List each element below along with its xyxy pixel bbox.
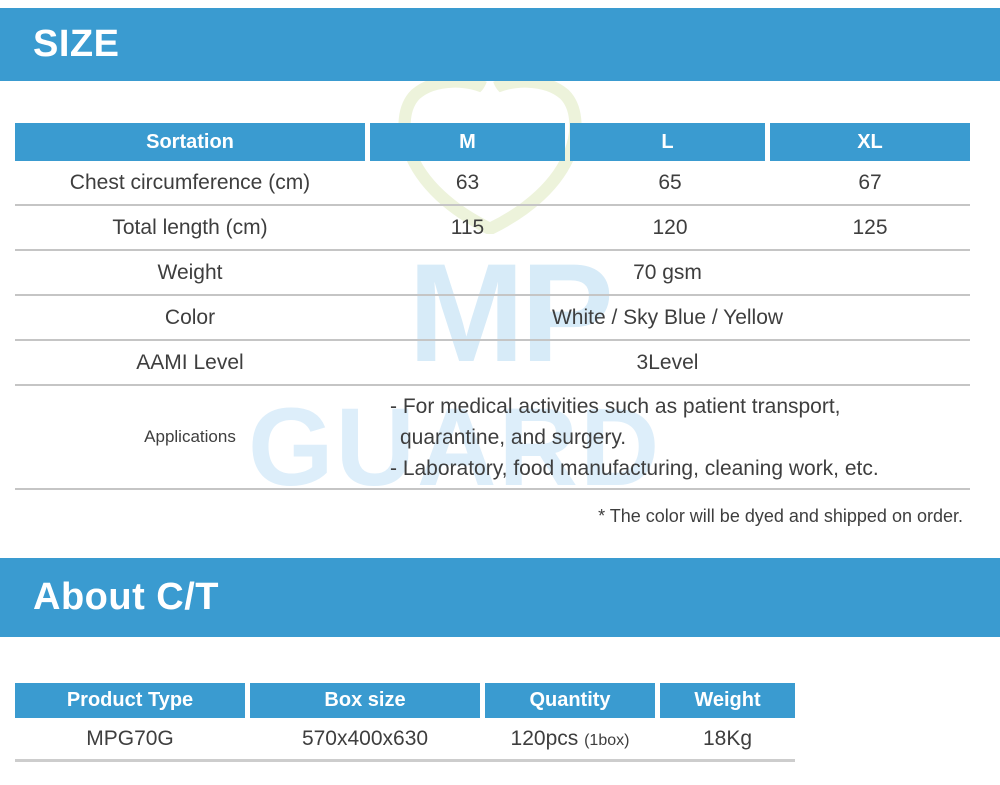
size-table-header-row: Sortation M L XL: [15, 123, 970, 161]
size-table-header-xl: XL: [770, 123, 970, 161]
size-table: Sortation M L XL Chest circumference (cm…: [15, 123, 970, 490]
ct-value-box-size: 570x400x630: [301, 726, 429, 750]
applications-line-3: - Laboratory, food manufacturing, cleani…: [390, 456, 879, 480]
applications-text: - For medical activities such as patient…: [365, 391, 970, 484]
value-m: 115: [450, 215, 485, 239]
value-l: 65: [658, 170, 682, 194]
size-table-header-sortation: Sortation: [15, 123, 365, 161]
row-label: Applications: [144, 427, 236, 446]
value-xl: 125: [852, 215, 888, 239]
size-table-header-m: M: [370, 123, 565, 161]
ct-quantity-main: 120pcs: [510, 726, 579, 750]
row-label: AAMI Level: [136, 350, 244, 374]
ct-value-quantity: 120pcs (1box): [485, 727, 655, 751]
ct-value-weight: 18Kg: [702, 726, 753, 750]
value-xl: 67: [858, 170, 882, 194]
ct-value-product-type: MPG70G: [86, 726, 174, 750]
ct-header-weight: Weight: [660, 683, 795, 718]
row-label: Chest circumference (cm): [69, 170, 311, 194]
table-row-applications: Applications - For medical activities su…: [15, 386, 970, 490]
merged-value: White / Sky Blue / Yellow: [551, 305, 784, 329]
table-row-color: Color White / Sky Blue / Yellow: [15, 296, 970, 341]
ct-section-header: About C/T: [0, 558, 1000, 637]
table-row-weight: Weight 70 gsm: [15, 251, 970, 296]
merged-value: 70 gsm: [633, 260, 702, 284]
table-row-total-length: Total length (cm) 115 120 125: [15, 206, 970, 251]
size-section-title: SIZE: [33, 23, 120, 65]
ct-section-title: About C/T: [33, 576, 220, 618]
ct-table-header-row: Product Type Box size Quantity Weight: [15, 683, 795, 718]
ct-header-box-size: Box size: [250, 683, 480, 718]
table-row-aami-level: AAMI Level 3Level: [15, 341, 970, 386]
merged-value: 3Level: [636, 350, 699, 374]
applications-line-1: - For medical activities such as patient…: [390, 394, 841, 418]
size-table-header-l: L: [570, 123, 765, 161]
applications-line-2: quarantine, and surgery.: [400, 425, 627, 449]
ct-header-quantity: Quantity: [485, 683, 655, 718]
ct-header-product-type: Product Type: [15, 683, 245, 718]
value-l: 120: [652, 215, 688, 239]
color-footnote: * The color will be dyed and shipped on …: [598, 506, 963, 526]
ct-table: Product Type Box size Quantity Weight MP…: [15, 683, 795, 762]
row-label: Weight: [157, 260, 223, 284]
ct-table-data-row: MPG70G 570x400x630 120pcs (1box) 18Kg: [15, 718, 795, 762]
table-row-chest-circumference: Chest circumference (cm) 63 65 67: [15, 161, 970, 206]
ct-quantity-suffix: (1box): [584, 731, 630, 749]
value-m: 63: [455, 170, 480, 194]
size-section-header: SIZE: [0, 8, 1000, 81]
row-label: Total length (cm): [112, 215, 268, 239]
row-label: Color: [164, 305, 216, 329]
